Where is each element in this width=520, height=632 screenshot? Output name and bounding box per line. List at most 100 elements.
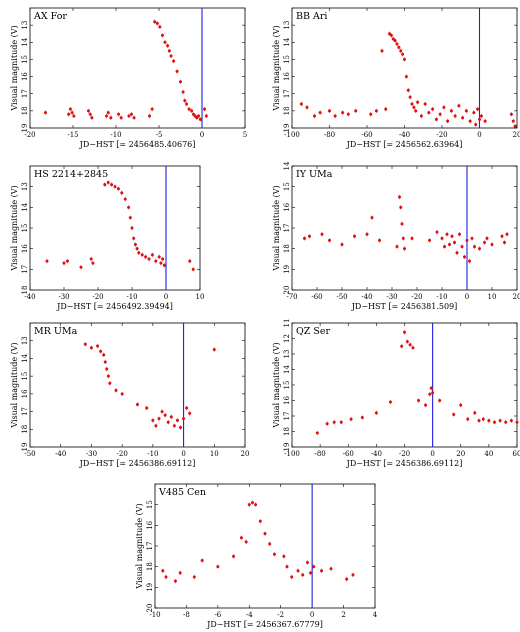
data-point — [504, 420, 508, 424]
x-axis-label: JD−HST [= 2456492.39494] — [56, 302, 173, 311]
data-point — [455, 251, 459, 255]
x-tick-label: 0 — [477, 131, 481, 139]
data-point — [148, 114, 152, 118]
data-point — [448, 243, 451, 247]
data-point — [102, 353, 106, 357]
data-point — [299, 102, 303, 106]
data-point — [188, 411, 192, 415]
data-point — [154, 424, 158, 428]
panel-7: -10 -8 -6 -4 -2 0 2 4 15 16 17 18 19 20 V485 Cen JD−HST… — [135, 483, 378, 629]
y-tick-label: 17 — [21, 89, 29, 98]
y-tick-label: 18 — [283, 244, 291, 253]
data-point — [417, 399, 421, 402]
x-tick-label: 10 — [488, 293, 497, 301]
data-point — [89, 257, 93, 261]
data-point — [159, 261, 163, 265]
data-point — [162, 263, 166, 267]
data-point — [339, 420, 343, 424]
data-point — [445, 232, 449, 236]
y-tick-label: 17 — [283, 224, 291, 233]
data-point — [354, 109, 358, 113]
data-point — [144, 255, 148, 259]
y-ticks: 13 14 15 16 17 18 19 — [21, 21, 245, 132]
data-point — [114, 388, 118, 392]
data-point — [163, 413, 167, 417]
data-point — [263, 532, 267, 536]
data-point — [182, 417, 186, 421]
data-point — [395, 245, 399, 249]
data-point — [167, 49, 171, 53]
data-point — [150, 107, 154, 111]
data-point — [478, 117, 481, 121]
data-point — [145, 406, 149, 410]
x-tick-label: -60 — [361, 131, 372, 139]
data-point — [438, 112, 442, 116]
data-point — [132, 236, 136, 240]
data-point — [397, 45, 401, 49]
data-point — [191, 267, 195, 271]
data-point — [117, 112, 121, 116]
data-point — [136, 402, 139, 406]
data-point — [166, 44, 170, 48]
y-tick-label: 19 — [283, 443, 291, 452]
x-axis-label: JD−HST [= 2456386.69112] — [346, 459, 463, 468]
data-point — [476, 107, 480, 111]
data-point — [493, 420, 496, 424]
data-point — [459, 403, 463, 407]
x-tick-label: -40 — [55, 450, 66, 458]
y-tick-label: 16 — [283, 396, 291, 405]
plot-frame — [291, 7, 518, 129]
data-point — [360, 416, 364, 420]
data-point — [103, 183, 107, 187]
data-point — [301, 573, 305, 577]
data-points — [161, 500, 355, 584]
data-point — [458, 232, 461, 236]
data-point — [305, 561, 309, 565]
data-points — [45, 180, 195, 272]
data-point — [320, 569, 324, 573]
data-point — [424, 403, 428, 407]
data-point — [132, 116, 136, 120]
data-point — [416, 100, 420, 104]
data-point — [175, 418, 179, 422]
x-tick-label: -50 — [24, 450, 35, 458]
x-tick-label: -60 — [343, 450, 354, 458]
y-tick-label: 19 — [146, 583, 154, 592]
y-tick-label: 13 — [21, 21, 29, 30]
data-point — [160, 33, 164, 37]
y-tick-label: 15 — [21, 372, 29, 381]
data-point — [431, 107, 435, 111]
data-point — [127, 114, 131, 118]
plot-frame — [291, 165, 518, 291]
x-tick-label: 0 — [430, 450, 434, 458]
y-axis-label: Visual magnitude (V) — [10, 342, 19, 428]
data-point — [258, 519, 262, 523]
data-point — [345, 577, 349, 581]
x-tick-label: -10 — [436, 293, 447, 301]
y-tick-label: 14 — [21, 353, 29, 362]
x-tick-label: -8 — [183, 611, 190, 619]
x-tick-label: -15 — [67, 131, 78, 139]
x-tick-label: -10 — [149, 611, 160, 619]
x-tick-label: -30 — [86, 450, 97, 458]
data-point — [498, 419, 502, 423]
data-point — [461, 116, 465, 120]
x-tick-label: -40 — [361, 293, 372, 301]
x-tick-label: -20 — [411, 293, 422, 301]
data-point — [410, 236, 414, 240]
data-point — [428, 392, 432, 396]
data-point — [411, 346, 415, 350]
panel-5: -50 -40 -30 -20 -10 0 10 20 13 14 15 16 17 18 19 MR UMa… — [10, 322, 249, 468]
data-point — [464, 109, 468, 113]
data-point — [183, 99, 187, 103]
data-point — [490, 243, 494, 247]
x-tick-label: -100 — [284, 131, 300, 139]
data-point — [173, 579, 177, 583]
data-point — [428, 238, 431, 242]
data-point — [513, 124, 517, 128]
y-tick-label: 14 — [283, 161, 291, 170]
data-point — [465, 238, 469, 242]
x-tick-label: 10 — [196, 293, 205, 301]
x-tick-label: 0 — [181, 450, 185, 458]
data-point — [408, 343, 412, 347]
